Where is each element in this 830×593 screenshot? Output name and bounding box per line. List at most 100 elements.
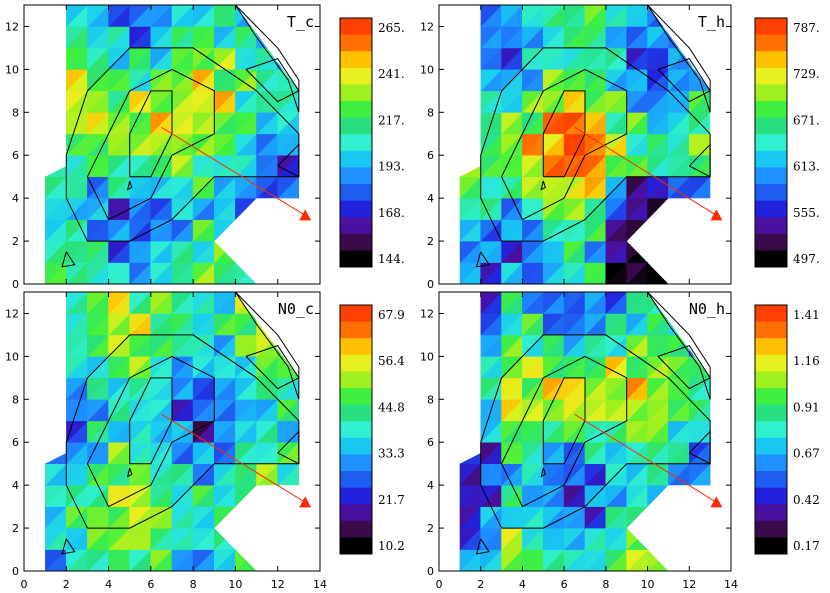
panel-title: N0_h	[689, 300, 725, 318]
heatmap-cell	[45, 47, 46, 71]
heatmap-cell	[688, 506, 711, 529]
heatmap-cell	[45, 111, 46, 135]
direction-arrow-head	[299, 496, 312, 508]
heatmap-cell	[45, 312, 67, 336]
heatmap-cell	[213, 506, 237, 529]
panel-title: T_h	[698, 13, 725, 31]
heatmap-cell	[45, 377, 46, 401]
colorbar-swatch	[755, 67, 787, 85]
heatmap-cell	[45, 5, 67, 27]
y-tick-label: 6	[12, 436, 19, 449]
heatmap-cell	[688, 219, 711, 242]
heatmap-cell	[459, 47, 482, 71]
y-tick-label: 0	[12, 565, 19, 578]
heatmap-cell	[459, 90, 461, 113]
heatmap-cell	[688, 262, 711, 284]
heatmap-cell	[298, 441, 299, 464]
heatmap-cell	[276, 218, 299, 242]
heatmap-cell	[646, 505, 669, 529]
heatmap-cell	[298, 527, 299, 551]
heatmap-cell	[277, 334, 299, 358]
heatmap-cell	[192, 5, 216, 28]
heatmap-cell	[45, 506, 46, 529]
heatmap-cell	[45, 69, 46, 92]
heatmap-cell	[234, 240, 257, 263]
heatmap-cell	[688, 240, 711, 264]
heatmap-cell	[298, 133, 299, 156]
heatmap-cell	[276, 197, 299, 220]
heatmap-cell	[709, 133, 711, 156]
x-tick-label: 14	[313, 578, 327, 591]
contour-line	[542, 377, 586, 465]
heatmap-cell	[234, 527, 257, 550]
heatmap-cell	[298, 47, 299, 71]
heatmap-cell	[459, 47, 482, 70]
x-tick-label: 0	[436, 578, 443, 591]
direction-arrow-head	[299, 209, 312, 221]
heatmap-cell	[668, 5, 690, 28]
panel-t-c: 0 2 4 6 8 10 12 T_c 265. 241. 217. 193. 168. 144.	[5, 4, 405, 291]
contour-line	[235, 4, 300, 113]
heatmap-cell	[459, 313, 482, 336]
colorbar-swatch	[340, 487, 372, 505]
heatmap-cell	[298, 548, 299, 571]
colorbar-swatch	[755, 487, 787, 505]
heatmap-cell	[459, 312, 461, 336]
colorbar-tick-label: 21.7	[378, 493, 405, 507]
heatmap-cell	[688, 240, 711, 263]
colorbar-swatch	[755, 51, 787, 69]
colorbar-swatch	[340, 421, 372, 439]
heatmap-cell	[626, 219, 649, 242]
colorbar-tick-label: 33.3	[378, 447, 405, 461]
heatmap-cell	[459, 377, 482, 401]
colorbar-tick-label: 67.9	[378, 308, 405, 322]
y-tick-label: 2	[12, 522, 19, 535]
heatmap-cell	[45, 219, 46, 242]
heatmap-cell	[459, 262, 461, 284]
colorbar-frame	[754, 17, 788, 268]
heatmap-cell	[255, 218, 279, 242]
heatmap-cell	[45, 262, 46, 284]
heatmap-cell	[45, 292, 46, 314]
heatmap-cell	[688, 47, 711, 71]
heatmap-cell	[150, 292, 173, 315]
heatmap-cell	[459, 441, 461, 464]
heatmap-cells	[459, 5, 711, 284]
heatmap-cell	[45, 5, 46, 27]
colorbar-swatch	[340, 184, 372, 202]
heatmap-cell	[298, 505, 299, 529]
heatmap-cell	[459, 334, 482, 357]
heatmap-cell	[459, 527, 461, 550]
colorbar-swatch	[340, 520, 372, 538]
heatmap-cell	[276, 505, 299, 529]
heatmap-cell	[45, 313, 46, 336]
heatmap-cell	[688, 548, 711, 571]
colorbar-frame	[754, 304, 788, 555]
heatmap-cell	[459, 484, 461, 507]
heatmap-cell	[709, 548, 711, 571]
heatmap-cell	[668, 527, 690, 551]
heatmap-cell	[65, 5, 89, 28]
heatmap-cell	[298, 420, 299, 443]
heatmap-cell	[459, 25, 482, 49]
colorbar-swatch	[755, 437, 787, 455]
heatmap-cell	[709, 90, 711, 113]
heatmap-cell	[277, 47, 299, 71]
heatmap-cell	[459, 420, 482, 443]
heatmap-cell	[542, 292, 565, 315]
heatmap-cell	[501, 292, 524, 315]
heatmap-cell	[45, 313, 68, 336]
heatmap-cell	[522, 5, 544, 28]
heatmap-cell	[45, 292, 46, 315]
heatmap-cell	[709, 68, 711, 92]
heatmap-cell	[459, 175, 461, 199]
panel-n0-h: 0 2 4 6 8 10 12 0 2 4 6 8 10 12 14 N0_h 1.41 1.16 0.91 0.67…	[420, 291, 820, 591]
heatmap-cell	[298, 549, 299, 571]
heatmap-cell	[667, 218, 690, 242]
colorbar-swatch	[755, 134, 787, 152]
colorbar-swatch	[755, 371, 787, 389]
heatmap-cell	[709, 527, 711, 550]
heatmap-cell	[459, 69, 482, 92]
heatmap-cell	[688, 527, 711, 551]
heatmap-cell	[584, 5, 607, 28]
